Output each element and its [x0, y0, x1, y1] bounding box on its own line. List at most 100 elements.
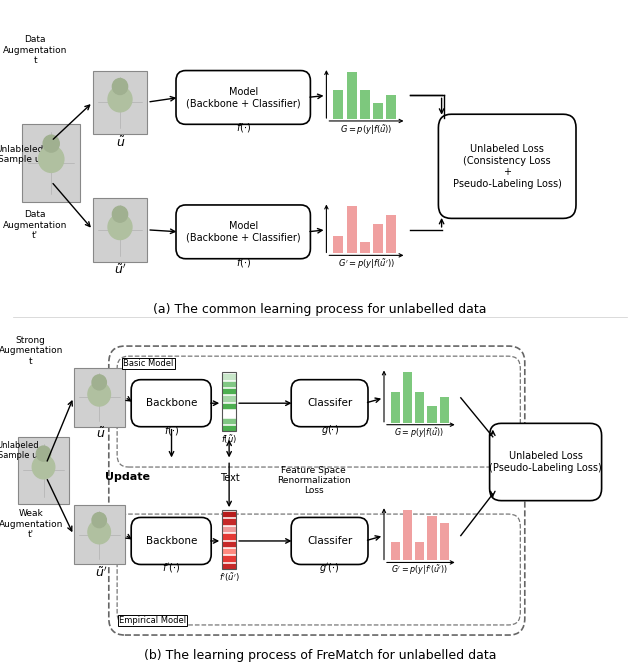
Text: $f(\cdot)$: $f(\cdot)$	[236, 255, 251, 269]
Bar	[222, 562, 236, 569]
FancyBboxPatch shape	[291, 517, 368, 564]
Bar	[222, 555, 236, 562]
Text: $\tilde{u}$: $\tilde{u}$	[116, 135, 125, 150]
Text: $f'(\tilde{u}')$: $f'(\tilde{u}')$	[219, 571, 239, 583]
Text: Data
Augmentation
t: Data Augmentation t	[3, 36, 67, 65]
Bar	[222, 540, 236, 547]
Bar	[222, 425, 236, 431]
FancyBboxPatch shape	[176, 71, 310, 124]
Text: Unlabeled Loss
(Consistency Loss
+
Pseudo-Labeling Loss): Unlabeled Loss (Consistency Loss + Pseud…	[452, 144, 562, 189]
Bar	[347, 72, 356, 119]
Bar	[222, 372, 236, 431]
FancyBboxPatch shape	[131, 517, 211, 564]
Text: Model
(Backbone + Classifier): Model (Backbone + Classifier)	[186, 221, 301, 243]
Text: Classifer: Classifer	[307, 398, 352, 408]
Circle shape	[43, 135, 60, 152]
Circle shape	[92, 375, 106, 390]
Circle shape	[36, 446, 51, 461]
Circle shape	[108, 87, 132, 112]
Bar	[440, 523, 449, 560]
Text: $f'(\cdot)$: $f'(\cdot)$	[163, 561, 180, 575]
Text: $g(\cdot)$: $g(\cdot)$	[321, 423, 339, 437]
Text: Basic Model: Basic Model	[124, 359, 173, 368]
Text: Backbone: Backbone	[145, 536, 197, 546]
Bar	[74, 368, 125, 427]
Bar	[222, 417, 236, 424]
Bar	[222, 526, 236, 532]
Circle shape	[88, 382, 111, 406]
Circle shape	[113, 206, 127, 222]
Bar	[222, 388, 236, 394]
Bar	[373, 103, 383, 119]
Bar	[391, 542, 400, 560]
Text: Strong
Augmentation
t: Strong Augmentation t	[0, 336, 63, 366]
Text: $G' = p(y|f'(\tilde{u}'))$: $G' = p(y|f'(\tilde{u}'))$	[390, 564, 448, 577]
Bar	[93, 198, 147, 262]
Bar	[360, 242, 370, 253]
Bar	[387, 215, 396, 253]
Circle shape	[88, 520, 111, 544]
Bar	[93, 71, 147, 134]
Text: $f(\tilde{u})$: $f(\tilde{u})$	[221, 433, 237, 446]
Bar	[403, 372, 412, 423]
Circle shape	[92, 513, 106, 528]
Text: Empirical Model: Empirical Model	[119, 616, 186, 625]
Text: $\tilde{u}'$: $\tilde{u}'$	[95, 565, 108, 580]
Bar	[18, 437, 69, 504]
Bar	[222, 380, 236, 387]
Text: $g'(\cdot)$: $g'(\cdot)$	[319, 561, 340, 575]
Text: $\tilde{u}'$: $\tilde{u}'$	[114, 263, 127, 278]
Bar	[222, 510, 236, 569]
Bar	[222, 548, 236, 554]
Bar	[415, 392, 424, 423]
Bar	[222, 410, 236, 417]
Bar	[440, 398, 449, 423]
Text: $G = p(y|f(\tilde{u}))$: $G = p(y|f(\tilde{u}))$	[340, 123, 392, 136]
FancyBboxPatch shape	[131, 380, 211, 427]
FancyBboxPatch shape	[291, 380, 368, 427]
Bar	[222, 533, 236, 540]
Bar	[74, 505, 125, 564]
Text: $f(\cdot)$: $f(\cdot)$	[164, 423, 179, 437]
Bar	[391, 392, 400, 423]
Bar	[373, 224, 383, 253]
Text: Update: Update	[106, 472, 150, 482]
FancyBboxPatch shape	[438, 114, 576, 218]
Text: (a) The common learning process for unlabelled data: (a) The common learning process for unla…	[153, 302, 487, 316]
Circle shape	[108, 214, 132, 239]
Circle shape	[38, 146, 64, 173]
Bar	[333, 236, 344, 253]
Bar	[222, 518, 236, 525]
Text: Text: Text	[221, 474, 240, 483]
Circle shape	[113, 79, 127, 95]
Text: Data
Augmentation
t': Data Augmentation t'	[3, 210, 67, 240]
Bar	[222, 373, 236, 380]
Text: Classifer: Classifer	[307, 536, 352, 546]
Text: Backbone: Backbone	[145, 398, 197, 408]
Text: Unlableled
Sample u: Unlableled Sample u	[0, 145, 44, 164]
Text: $\tilde{u}$: $\tilde{u}$	[97, 427, 106, 442]
FancyBboxPatch shape	[490, 423, 602, 501]
Bar	[22, 124, 80, 202]
Bar	[360, 90, 370, 119]
Bar	[333, 90, 344, 119]
Bar	[222, 511, 236, 517]
Bar	[222, 403, 236, 409]
Bar	[428, 406, 436, 423]
Text: $G = p(y|f(\tilde{u}))$: $G = p(y|f(\tilde{u}))$	[394, 426, 444, 439]
FancyBboxPatch shape	[176, 205, 310, 259]
Bar	[428, 516, 436, 560]
Text: $f(\cdot)$: $f(\cdot)$	[236, 121, 251, 134]
Bar	[403, 510, 412, 560]
Bar	[347, 206, 356, 253]
Text: Unlabeled
Sample u: Unlabeled Sample u	[0, 441, 39, 460]
Bar	[222, 395, 236, 402]
Text: Weak
Augmentation
t': Weak Augmentation t'	[0, 509, 63, 539]
Bar	[387, 95, 396, 119]
Text: $G' = p(y|f(\tilde{u}'))$: $G' = p(y|f(\tilde{u}'))$	[338, 257, 394, 271]
Circle shape	[32, 455, 55, 479]
Text: (b) The learning process of FreMatch for unlabelled data: (b) The learning process of FreMatch for…	[144, 648, 496, 662]
Text: Unlabeled Loss
(Pseudo-Labeling Loss): Unlabeled Loss (Pseudo-Labeling Loss)	[489, 451, 602, 473]
Text: Model
(Backbone + Classifier): Model (Backbone + Classifier)	[186, 87, 301, 108]
Bar	[415, 542, 424, 560]
